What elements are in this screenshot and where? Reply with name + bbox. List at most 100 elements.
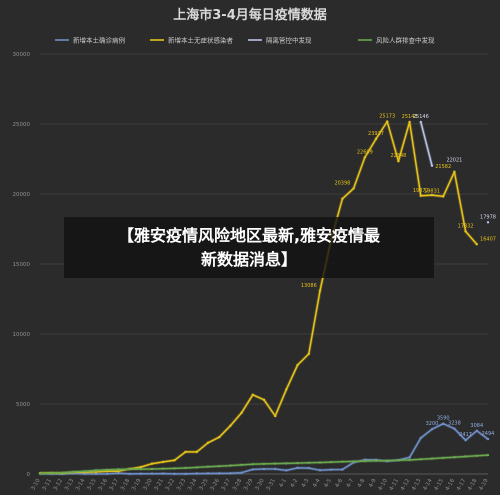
data-point — [363, 459, 366, 463]
data-point — [475, 243, 478, 246]
x-tick-label: 3-21 — [153, 478, 164, 492]
data-point — [262, 398, 266, 402]
data-point — [206, 465, 210, 468]
x-tick-label: 3-30 — [254, 478, 266, 492]
data-point — [374, 459, 378, 463]
data-point — [38, 472, 42, 475]
data-point — [341, 197, 344, 200]
data-point — [218, 435, 221, 439]
y-tick-label: 20000 — [13, 192, 31, 198]
data-point — [229, 464, 232, 467]
data-point — [106, 472, 109, 476]
data-point — [318, 289, 322, 292]
data-point — [453, 170, 456, 174]
headline-banner[interactable]: 【雅安疫情风险地区最新,雅安疫情最 新数据消息】 — [64, 217, 434, 278]
data-point — [453, 427, 456, 430]
data-point — [486, 437, 490, 441]
data-point — [61, 471, 64, 474]
x-tick-label: 4-9 — [368, 478, 378, 489]
x-tick-label: 4-6 — [334, 478, 344, 489]
data-point — [128, 468, 131, 471]
legend-entry: 新增本土无症状感染者 — [168, 36, 234, 45]
data-point — [184, 466, 187, 470]
data-point — [307, 352, 310, 356]
headline-line-2: 新数据消息】 — [200, 249, 297, 269]
data-point — [195, 466, 198, 469]
data-point — [330, 468, 333, 471]
data-point — [195, 450, 198, 454]
data-point — [442, 456, 445, 460]
data-point — [453, 456, 456, 459]
data-point — [307, 461, 310, 464]
y-tick-label: 25000 — [13, 122, 31, 128]
data-point — [475, 454, 478, 457]
data-point — [218, 472, 221, 475]
x-tick-label: 4-1 — [278, 478, 288, 489]
data-point — [274, 467, 277, 471]
chart-title: 上海市3-4月每日疫情数据 — [173, 7, 327, 23]
data-label: 19872 — [413, 188, 429, 194]
data-label: 3590 — [437, 416, 450, 422]
series-line — [420, 121, 433, 166]
legend: 新增本土确诊病例 新增本土无症状感染者 隔离管控中发现 风险人群排查中发现 — [55, 36, 435, 45]
data-point — [430, 164, 434, 167]
data-point — [173, 472, 176, 476]
data-label: 21582 — [435, 164, 451, 170]
data-point — [72, 470, 75, 474]
x-tick-label: 3-17 — [109, 478, 121, 492]
data-point — [386, 120, 389, 123]
data-point — [408, 120, 411, 124]
data-point — [128, 472, 131, 476]
data-label: 20398 — [334, 180, 350, 186]
x-tick-label: 3-18 — [120, 478, 132, 492]
series-lines — [38, 120, 490, 476]
data-label: 2494 — [482, 431, 495, 437]
data-point — [486, 453, 490, 457]
x-tick-label: 3-27 — [221, 478, 233, 492]
data-point — [296, 466, 299, 470]
data-point — [386, 459, 389, 462]
x-tick-label: 3-13 — [64, 478, 76, 492]
data-label: 3084 — [470, 423, 483, 429]
x-tick-label: 3-31 — [265, 478, 276, 492]
x-tick-label: 4-13 — [411, 478, 423, 492]
x-tick-label: 3-10 — [30, 478, 42, 492]
headline-text: 【雅安疫情风险地区最新,雅安疫情最 新数据消息】 — [79, 224, 419, 272]
x-tick-label: 4-17 — [456, 478, 468, 492]
x-tick-label: 3-11 — [41, 478, 52, 492]
x-tick-label: 3-23 — [176, 478, 188, 492]
data-point — [341, 460, 344, 463]
x-tick-label: 3-14 — [75, 478, 87, 492]
data-point — [262, 462, 266, 466]
data-label: 22021 — [446, 158, 462, 164]
x-tick-label: 3-29 — [243, 478, 255, 492]
data-point — [94, 469, 98, 472]
data-point — [464, 230, 467, 233]
data-point — [352, 460, 355, 463]
data-label: 25141 — [402, 114, 418, 120]
data-point — [442, 195, 445, 198]
data-point — [408, 458, 411, 462]
headline-line-1: 【雅安疫情风险地区最新,雅安疫情最 — [117, 225, 381, 245]
data-point — [150, 472, 154, 475]
data-point — [162, 460, 165, 464]
data-point — [106, 468, 109, 471]
x-tick-label: 4-8 — [357, 478, 367, 489]
data-point — [150, 467, 154, 471]
data-label: 23937 — [368, 131, 384, 137]
data-point — [464, 455, 467, 458]
legend-entry: 新增本土确诊病例 — [73, 36, 125, 45]
data-point — [162, 467, 165, 470]
data-point — [419, 120, 422, 124]
data-point — [442, 422, 445, 425]
data-point — [430, 428, 434, 431]
data-point — [184, 450, 187, 454]
data-point — [296, 363, 299, 367]
data-point — [83, 472, 87, 476]
data-point — [251, 468, 254, 471]
data-point — [430, 457, 434, 460]
data-label: 3200 — [426, 421, 439, 427]
data-point — [139, 465, 142, 469]
x-tick-label: 4-15 — [433, 478, 445, 492]
data-point — [139, 467, 142, 471]
